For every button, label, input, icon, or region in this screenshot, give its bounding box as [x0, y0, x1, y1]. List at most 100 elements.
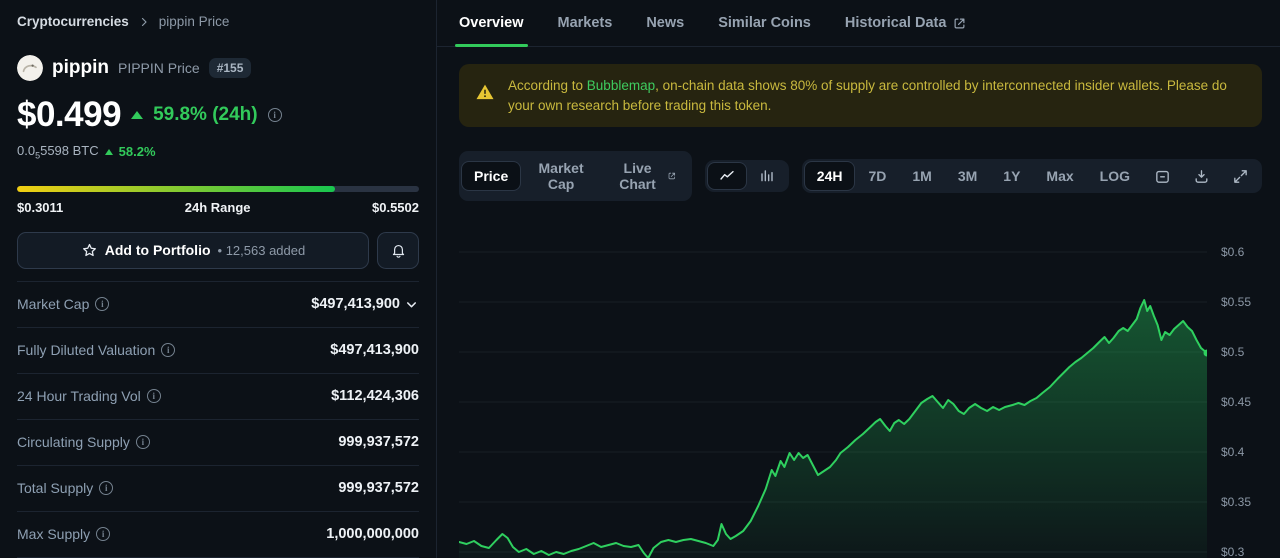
y-axis-label: $0.4 [1221, 445, 1245, 460]
star-icon [82, 243, 96, 256]
range-fill [17, 185, 335, 192]
tab-similar-coins[interactable]: Similar Coins [718, 15, 811, 31]
range-1y-button[interactable]: 1Y [991, 162, 1032, 190]
tab-news[interactable]: News [646, 15, 685, 31]
breadcrumb-root-link[interactable]: Cryptocurrencies [17, 14, 129, 29]
btc-price-row: 0.055598 BTC 58.2% [17, 143, 419, 161]
info-icon[interactable] [135, 435, 150, 450]
bubblemap-link[interactable]: Bubblemap [586, 78, 656, 93]
info-icon[interactable] [161, 343, 176, 358]
price-change-24h: 59.8% (24h) [153, 104, 258, 125]
calendar-icon [1156, 170, 1169, 183]
candlestick-chart-type-button[interactable] [748, 163, 786, 189]
log-scale-button[interactable]: LOG [1088, 162, 1142, 190]
chart-controls: Price Market Cap Live Chart 24H 7D 1M [459, 151, 1262, 202]
stat-row-total-supply: Total Supply 999,937,572 [17, 466, 419, 512]
coin-stats-table: Market Cap $497,413,900 Fully Diluted Va… [17, 280, 419, 558]
warning-triangle-icon [476, 84, 494, 100]
coin-summary-panel: Cryptocurrencies pippin Price pippin PIP… [0, 0, 437, 558]
portfolio-added-count: • 12,563 added [217, 242, 306, 258]
y-axis-label: $0.45 [1221, 395, 1252, 410]
stat-label: Total Supply [17, 480, 94, 497]
info-icon[interactable] [95, 297, 110, 312]
last-price-dot [1203, 349, 1207, 357]
fullscreen-button[interactable] [1222, 163, 1259, 190]
range-1m-button[interactable]: 1M [900, 162, 943, 190]
stat-row-market-cap[interactable]: Market Cap $497,413,900 [17, 282, 419, 328]
current-price: $0.499 [17, 95, 122, 134]
warning-banner: According to Bubblemap, on-chain data sh… [459, 64, 1262, 128]
range-max-button[interactable]: Max [1034, 162, 1085, 190]
stat-label: Fully Diluted Valuation [17, 342, 156, 359]
metric-market-cap-button[interactable]: Market Cap [522, 154, 600, 198]
range-labels: $0.3011 24h Range $0.5502 [17, 200, 419, 215]
y-axis-label: $0.55 [1221, 295, 1252, 310]
coin-subtitle: PIPPIN Price [117, 60, 200, 76]
tab-label: Historical Data [844, 15, 947, 31]
external-link-icon [668, 172, 676, 180]
rank-badge: #155 [208, 58, 252, 78]
range-3m-button[interactable]: 3M [946, 162, 989, 190]
metric-toggle-group: Price Market Cap Live Chart [459, 151, 692, 202]
y-axis: $0.6 $0.55 $0.5 $0.45 $0.4 $0.35 $0.3 [1221, 211, 1280, 558]
y-axis-label: $0.6 [1221, 245, 1245, 260]
range-label: 24h Range [184, 199, 251, 215]
stat-label: Market Cap [17, 296, 90, 313]
stat-label: Max Supply [17, 526, 91, 543]
breadcrumb: Cryptocurrencies pippin Price [17, 14, 419, 29]
live-chart-label: Live Chart [619, 160, 656, 193]
stat-row-circulating-supply: Circulating Supply 999,937,572 [17, 420, 419, 466]
coin-logo [17, 55, 43, 81]
info-icon[interactable] [99, 481, 114, 496]
tab-historical-data[interactable]: Historical Data [845, 0, 968, 46]
chevron-down-icon[interactable] [404, 297, 419, 312]
stat-value: 999,937,572 [338, 480, 419, 497]
portfolio-row: Add to Portfolio • 12,563 added [17, 231, 419, 269]
y-axis-label: $0.35 [1221, 495, 1252, 510]
price-info-icon[interactable] [267, 108, 282, 122]
info-icon[interactable] [146, 389, 161, 404]
metric-price-button[interactable]: Price [462, 162, 521, 191]
live-chart-button[interactable]: Live Chart [602, 154, 689, 198]
range-24h-button[interactable]: 24H [804, 162, 855, 191]
price-area-fill [459, 300, 1207, 558]
stat-value: 999,937,572 [338, 434, 419, 451]
coin-detail-panel: Overview Markets News Similar Coins Hist… [437, 0, 1280, 558]
range-high: $0.5502 [372, 199, 419, 215]
price-chart[interactable]: $0.6 $0.55 $0.5 $0.45 $0.4 $0.35 $0.3 [459, 211, 1280, 558]
stat-row-fdv: Fully Diluted Valuation $497,413,900 [17, 328, 419, 374]
price-chart-svg [459, 251, 1207, 558]
add-to-portfolio-label: Add to Portfolio [104, 242, 211, 259]
range-bar-track [17, 185, 419, 192]
download-chart-button[interactable] [1183, 163, 1220, 190]
range-7d-button[interactable]: 7D [856, 162, 898, 190]
add-to-portfolio-button[interactable]: Add to Portfolio • 12,563 added [17, 231, 369, 269]
stat-value: $112,424,306 [331, 388, 419, 405]
price-alert-button[interactable] [377, 231, 419, 269]
btc-up-arrow-icon [104, 148, 113, 155]
y-axis-label: $0.3 [1221, 545, 1245, 558]
stat-label: Circulating Supply [17, 434, 130, 451]
candlestick-chart-icon [761, 170, 773, 182]
download-icon [1195, 169, 1208, 183]
price-in-btc: 0.055598 BTC [17, 143, 99, 161]
price-row: $0.499 59.8% (24h) [17, 95, 419, 135]
stat-row-max-supply: Max Supply 1,000,000,000 [17, 512, 419, 558]
coin-header: pippin PIPPIN Price #155 [17, 55, 419, 81]
stat-row-trading-vol: 24 Hour Trading Vol $112,424,306 [17, 374, 419, 420]
stat-label: 24 Hour Trading Vol [17, 388, 141, 405]
tab-overview[interactable]: Overview [455, 0, 527, 47]
price-up-arrow-icon [131, 111, 144, 119]
expand-icon [1234, 169, 1247, 183]
info-icon[interactable] [96, 527, 111, 542]
tab-bar: Overview Markets News Similar Coins Hist… [437, 0, 1280, 47]
price-line [459, 299, 1207, 558]
warning-text: According to Bubblemap, on-chain data sh… [508, 78, 1227, 113]
time-range-group: 24H 7D 1M 3M 1Y Max LOG [801, 159, 1262, 194]
date-range-picker-button[interactable] [1144, 163, 1181, 190]
external-link-icon [954, 18, 965, 28]
line-chart-type-button[interactable] [707, 163, 746, 190]
tab-markets[interactable]: Markets [557, 15, 613, 31]
coin-name: pippin [52, 57, 109, 78]
